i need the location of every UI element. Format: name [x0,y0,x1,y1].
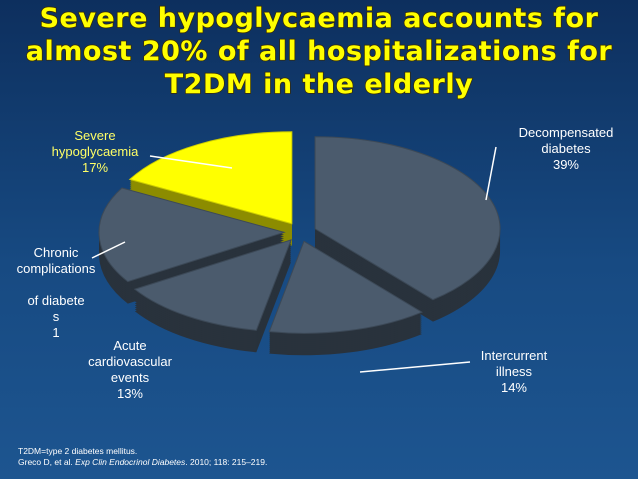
slice-label: Intercurrent illness 14% [481,348,547,396]
slice [314,136,501,322]
value-label: 13% [116,386,144,401]
slice-top [133,239,292,331]
footnote-line: T2DM=type 2 diabetes mellitus. [18,446,267,457]
footnote-line: Greco D, et al. Exp Clin Endocrinol Diab… [18,457,267,468]
slice-label: Decompensated diabetes 39% [519,125,614,173]
slice [133,239,292,353]
footnote-text: T2DM=type 2 diabetes mellitus. [18,446,138,456]
category-label: Acute cardiovascular events [88,338,172,385]
leader-line [91,241,126,259]
slice-top [128,131,293,225]
footnotes: T2DM=type 2 diabetes mellitus. Greco D, e… [18,446,267,468]
slice [128,131,293,246]
category-label: Chronic complications of diabete s 1 [16,245,96,340]
category-label: Severe hypoglycaemia [51,128,139,159]
slice-top [98,187,286,283]
slice [98,187,286,304]
category-label: Intercurrent illness [480,348,548,379]
footnote-text: . 2010; 118: 215–219. [185,457,268,467]
slice-label: Acute cardiovascular events 13% [88,338,172,402]
slice-top [314,136,501,301]
value-label: 17% [81,160,109,175]
leader-line [485,146,497,201]
footnote-text: Exp Clin Endocrinol Diabetes [75,457,186,467]
value-label: 14% [500,380,528,395]
value-label: 39% [552,157,580,172]
leader-line [149,155,233,169]
footnote-text: Greco D, et al. [18,457,76,467]
slice [268,240,424,356]
slice-label: Severe hypoglycaemia 17% [52,128,139,176]
category-label: Decompensated diabetes [518,125,614,156]
chart-title: Severe hypoglycaemia accounts for almost… [25,2,613,100]
slice-top [268,240,424,334]
leader-line [359,361,471,373]
slice-label: Chronic complications of diabete s 1 [17,245,96,341]
